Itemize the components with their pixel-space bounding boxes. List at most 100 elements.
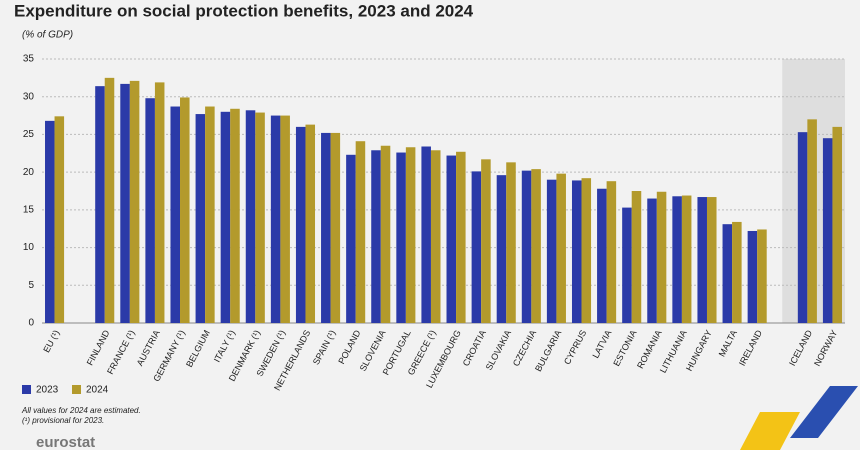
bar xyxy=(129,80,140,323)
bar xyxy=(104,77,115,323)
bar xyxy=(295,126,306,323)
bar xyxy=(732,221,742,323)
x-tick-label: LATVIA xyxy=(590,328,613,360)
bar xyxy=(270,115,281,323)
x-tick-label: SLOVAKIA xyxy=(484,328,513,371)
note: (¹) provisional for 2023. xyxy=(22,416,104,425)
bar xyxy=(396,152,406,323)
bar xyxy=(321,132,331,323)
bar xyxy=(230,108,240,323)
bar xyxy=(180,97,190,324)
bar xyxy=(747,230,758,323)
bar xyxy=(305,124,316,323)
x-tick-label: ICELAND xyxy=(787,328,814,368)
x-tick-label: HUNGARY xyxy=(684,328,714,372)
x-tick-label: BULGARIA xyxy=(533,328,563,373)
x-tick-label: AUSTRIA xyxy=(135,328,162,367)
bar xyxy=(446,155,457,323)
bar xyxy=(556,173,566,323)
x-tick-label: EU (¹) xyxy=(41,328,61,354)
bar xyxy=(54,116,65,323)
x-tick-label: BELGIUM xyxy=(184,328,212,368)
legend-swatch xyxy=(72,385,81,394)
legend-swatch xyxy=(22,385,31,394)
legend-label: 2023 xyxy=(36,385,59,396)
bar xyxy=(471,171,482,323)
bar xyxy=(832,126,842,323)
bar xyxy=(280,115,290,323)
bar xyxy=(631,191,642,323)
bar xyxy=(496,175,507,323)
y-tick-label: 15 xyxy=(23,204,35,215)
chart-title: Expenditure on social protection benefit… xyxy=(14,1,474,20)
bar xyxy=(371,150,381,323)
y-tick-label: 35 xyxy=(23,54,35,65)
bar xyxy=(255,112,265,323)
y-tick-label: 0 xyxy=(28,318,34,329)
bar xyxy=(622,207,632,323)
bar xyxy=(405,147,416,323)
y-tick-label: 30 xyxy=(23,91,35,102)
bar xyxy=(421,146,431,323)
y-tick-label: 5 xyxy=(28,280,34,291)
note: All values for 2024 are estimated. xyxy=(21,406,141,415)
bar xyxy=(807,119,817,323)
x-tick-label: CROATIA xyxy=(461,328,488,367)
bar xyxy=(797,132,808,323)
bar xyxy=(506,162,516,323)
bar xyxy=(521,170,532,323)
bar xyxy=(647,198,657,323)
bar xyxy=(330,132,341,323)
x-tick-label: MALTA xyxy=(717,328,739,358)
bar xyxy=(195,114,206,323)
bar xyxy=(220,111,231,323)
x-tick-label: SPAIN (¹) xyxy=(311,328,338,366)
bar xyxy=(597,188,607,323)
logo: eurostat xyxy=(36,434,95,450)
x-tick-label: POLAND xyxy=(336,328,362,366)
decor xyxy=(790,386,858,438)
bar xyxy=(170,106,181,324)
bar xyxy=(95,86,105,323)
chart-subtitle: (% of GDP) xyxy=(22,30,73,41)
bar xyxy=(481,159,491,323)
y-tick-label: 10 xyxy=(23,242,35,253)
bar xyxy=(757,229,767,323)
bar xyxy=(145,98,155,323)
bar xyxy=(706,197,717,323)
x-tick-label: IRELAND xyxy=(737,328,764,368)
bar xyxy=(245,110,256,323)
bar xyxy=(581,178,592,323)
bar xyxy=(154,82,165,323)
bar xyxy=(531,169,541,323)
bar xyxy=(656,191,667,323)
x-tick-label: ROMANIA xyxy=(635,328,664,370)
bar xyxy=(456,151,466,323)
bar xyxy=(546,179,557,323)
y-tick-label: 20 xyxy=(23,167,35,178)
bar xyxy=(205,106,215,324)
bar xyxy=(380,145,391,323)
bar xyxy=(346,154,356,323)
x-tick-label: ITALY (¹) xyxy=(212,328,237,364)
bar xyxy=(672,196,682,323)
x-tick-label: CYPRUS xyxy=(562,328,588,366)
x-tick-label: NORWAY xyxy=(812,328,839,367)
bar xyxy=(822,138,833,323)
bar xyxy=(606,181,617,323)
bar xyxy=(681,195,692,323)
x-tick-label: CZECHIA xyxy=(511,328,538,368)
bar xyxy=(697,197,707,323)
x-tick-label: FINLAND xyxy=(85,328,112,367)
decor xyxy=(740,412,800,450)
bar xyxy=(722,224,733,323)
bar xyxy=(45,120,55,323)
bar xyxy=(571,180,582,323)
legend-label: 2024 xyxy=(86,385,109,396)
bar xyxy=(430,150,441,323)
bar xyxy=(120,83,130,324)
y-tick-label: 25 xyxy=(23,129,35,140)
bar xyxy=(355,141,366,323)
